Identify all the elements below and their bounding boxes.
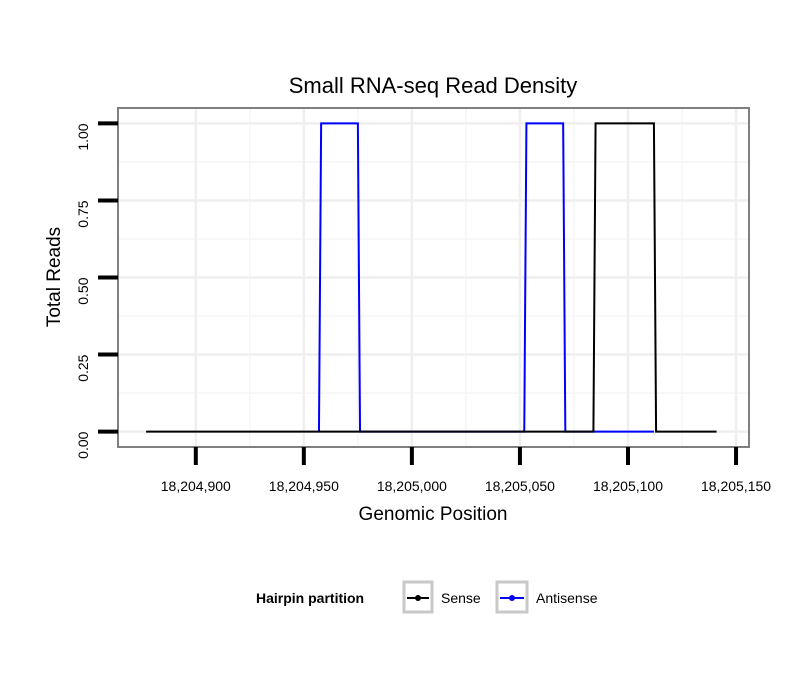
y-tick-label: 0.50 xyxy=(75,277,91,304)
y-tick-label: 1.00 xyxy=(75,123,91,150)
legend-label-antisense: Antisense xyxy=(536,590,598,606)
x-tick-label: 18,204,950 xyxy=(269,478,339,494)
x-axis: 18,204,900 18,204,950 18,205,000 18,205,050… xyxy=(161,447,771,494)
x-tick-label: 18,205,150 xyxy=(701,478,771,494)
y-tick-label: 0.00 xyxy=(75,431,91,458)
legend-point-antisense xyxy=(509,595,515,601)
legend-item-sense: Sense xyxy=(402,580,481,614)
x-tick-label: 18,204,900 xyxy=(161,478,231,494)
y-tick-label: 0.75 xyxy=(75,200,91,227)
legend-point-sense xyxy=(415,595,421,601)
y-tick-label: 0.25 xyxy=(75,354,91,381)
x-tick-label: 18,205,100 xyxy=(593,478,663,494)
x-tick-label: 18,205,000 xyxy=(377,478,447,494)
series-lines xyxy=(146,122,717,433)
legend-title: Hairpin partition xyxy=(256,590,364,606)
series-line-sense xyxy=(146,122,717,433)
x-axis-title: Genomic Position xyxy=(359,504,508,525)
legend-item-antisense: Antisense xyxy=(495,580,598,614)
legend: Hairpin partition Sense Antisense xyxy=(256,580,598,614)
x-tick-label: 18,205,050 xyxy=(485,478,555,494)
chart-title: Small RNA-seq Read Density xyxy=(289,73,578,98)
y-axis-title: Total Reads xyxy=(44,227,65,327)
y-axis: 0.00 0.25 0.50 0.75 1.00 xyxy=(75,121,118,459)
plot-panel xyxy=(117,107,750,448)
legend-label-sense: Sense xyxy=(441,590,481,606)
